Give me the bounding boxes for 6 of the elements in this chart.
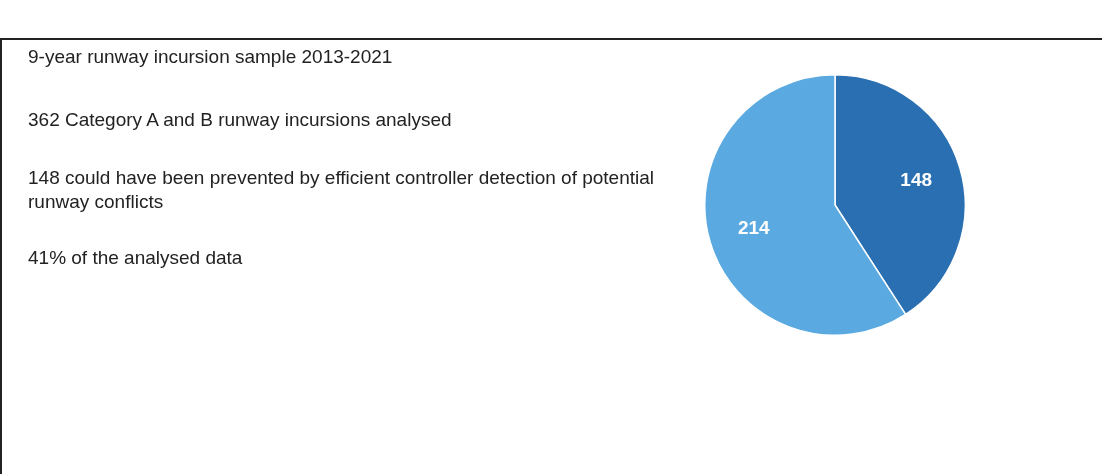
text: 9-year runway incursion sample 2013-2021 [28, 45, 394, 69]
text: 148 could have been prevented by efficient controller detection of potential runway conflicts [28, 166, 656, 214]
data-label: 214 [737, 217, 771, 239]
data-label: 148 [900, 169, 933, 191]
text: 41% of the analysed data [28, 246, 244, 270]
text: 362 Category A and B runway incursions analysed [28, 108, 453, 132]
